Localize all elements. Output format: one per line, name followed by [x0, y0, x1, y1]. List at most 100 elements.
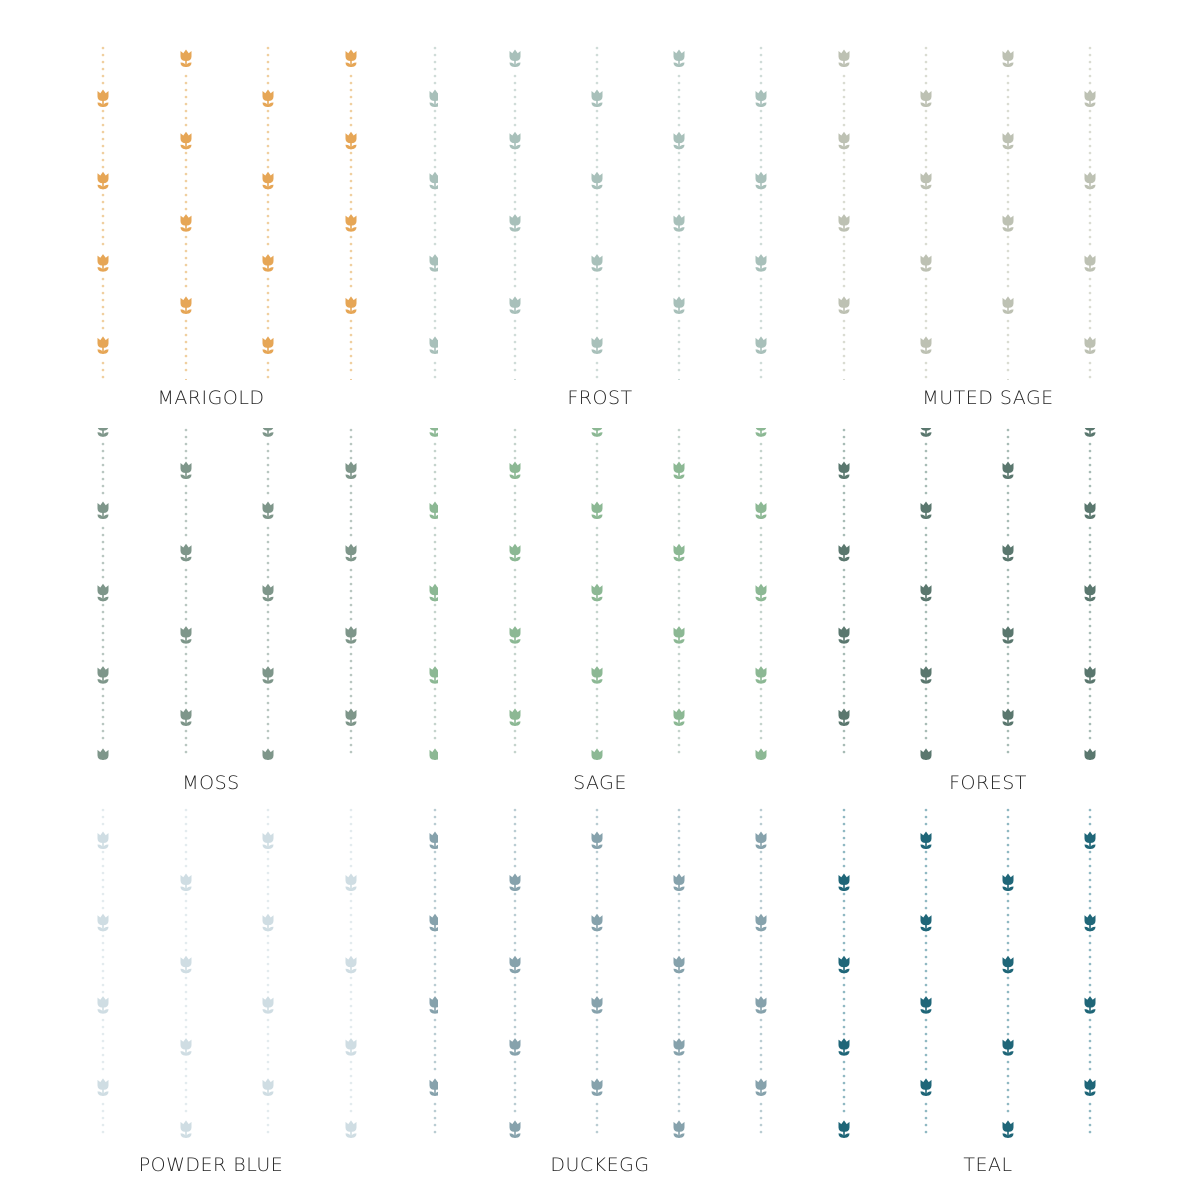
dot: [677, 1102, 681, 1106]
tulip-icon: [1084, 254, 1096, 272]
dot: [677, 519, 681, 523]
dot: [759, 109, 763, 113]
dot: [677, 836, 681, 840]
dot: [1088, 326, 1092, 330]
dot: [513, 750, 517, 754]
dot: [266, 631, 270, 635]
dot: [1088, 906, 1092, 910]
dot: [266, 81, 270, 85]
dot: [184, 484, 188, 488]
dot: [595, 708, 599, 712]
dot: [1006, 491, 1010, 495]
dot: [349, 235, 353, 239]
dot: [842, 750, 846, 754]
dot: [184, 368, 188, 372]
dot: [595, 885, 599, 889]
dot: [1088, 193, 1092, 197]
dot: [184, 151, 188, 155]
dot: [759, 291, 763, 295]
dot: [101, 885, 105, 889]
dot: [759, 624, 763, 628]
dot: [101, 892, 105, 896]
dot: [595, 456, 599, 460]
dot: [759, 638, 763, 642]
dot: [433, 948, 437, 952]
dot: [595, 962, 599, 966]
dot: [1088, 722, 1092, 726]
dot: [101, 1130, 105, 1134]
dot: [349, 750, 353, 754]
dot: [184, 435, 188, 439]
dot: [349, 326, 353, 330]
dot: [595, 477, 599, 481]
dot: [595, 165, 599, 169]
dot: [184, 913, 188, 917]
dot: [101, 603, 105, 607]
dot: [184, 750, 188, 754]
dot: [433, 305, 437, 309]
dot: [266, 284, 270, 288]
dot: [266, 200, 270, 204]
dot: [595, 878, 599, 882]
dot: [1006, 913, 1010, 917]
dot: [924, 808, 928, 812]
dot: [184, 249, 188, 253]
dot: [433, 1032, 437, 1036]
dot: [1006, 666, 1010, 670]
tulip-icon: [838, 461, 850, 479]
dot: [1088, 729, 1092, 733]
dot: [101, 568, 105, 572]
dot: [1006, 864, 1010, 868]
dot: [595, 1053, 599, 1057]
dot: [433, 319, 437, 323]
dot: [924, 442, 928, 446]
dot: [842, 235, 846, 239]
dot: [677, 1067, 681, 1071]
dot: [1006, 1081, 1010, 1085]
tulip-icon: [262, 666, 274, 684]
dot: [513, 836, 517, 840]
dot: [759, 1025, 763, 1029]
dot: [1006, 81, 1010, 85]
tulip-icon: [920, 501, 932, 519]
dot: [677, 326, 681, 330]
dot: [513, 610, 517, 614]
dot: [101, 547, 105, 551]
dot: [184, 512, 188, 516]
dot: [595, 1102, 599, 1106]
dot: [1088, 1102, 1092, 1106]
dot: [595, 934, 599, 938]
dot: [1006, 701, 1010, 705]
dot: [924, 645, 928, 649]
dot: [433, 312, 437, 316]
dot: [842, 1081, 846, 1085]
dot: [595, 277, 599, 281]
dot: [433, 137, 437, 141]
dot: [101, 60, 105, 64]
tulip-icon: [262, 89, 274, 107]
dot: [924, 729, 928, 733]
dot: [677, 172, 681, 176]
dot: [842, 666, 846, 670]
dot: [924, 1025, 928, 1029]
dot: [266, 983, 270, 987]
tulip-icon: [429, 913, 441, 932]
dot: [184, 836, 188, 840]
dot: [842, 645, 846, 649]
dot: [433, 645, 437, 649]
dot: [513, 815, 517, 819]
tulip-icon: [180, 131, 192, 150]
dot: [1088, 477, 1092, 481]
dot: [759, 568, 763, 572]
dot: [759, 603, 763, 607]
dot: [759, 990, 763, 994]
tulip-icon: [97, 831, 109, 849]
dot: [433, 74, 437, 78]
dot: [842, 200, 846, 204]
dot: [184, 326, 188, 330]
dot: [266, 53, 270, 57]
dot: [266, 715, 270, 719]
dot: [184, 857, 188, 861]
dot: [759, 53, 763, 57]
dot: [266, 1018, 270, 1022]
